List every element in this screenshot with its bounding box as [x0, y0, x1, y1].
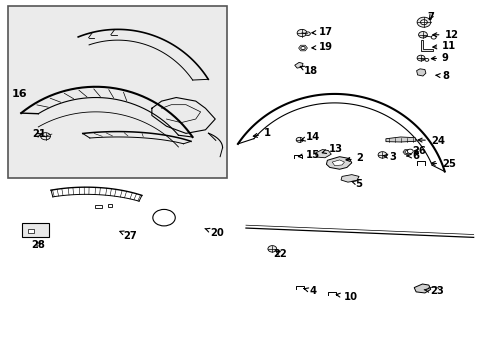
Circle shape — [404, 150, 408, 153]
Text: 12: 12 — [432, 30, 457, 40]
Circle shape — [377, 152, 386, 158]
Text: 18: 18 — [300, 66, 318, 76]
Polygon shape — [413, 284, 430, 293]
Text: 23: 23 — [423, 286, 443, 296]
Text: 11: 11 — [432, 41, 455, 51]
Circle shape — [267, 246, 276, 252]
Text: 8: 8 — [435, 71, 448, 81]
Text: 20: 20 — [204, 228, 224, 238]
Bar — [22, 224, 49, 237]
Circle shape — [420, 20, 427, 25]
Text: 16: 16 — [11, 89, 27, 99]
Text: 10: 10 — [336, 292, 357, 302]
FancyBboxPatch shape — [8, 6, 227, 178]
Polygon shape — [315, 149, 330, 158]
Polygon shape — [416, 69, 425, 76]
Circle shape — [297, 30, 306, 37]
Polygon shape — [420, 40, 432, 51]
Bar — [94, 206, 102, 208]
Polygon shape — [385, 137, 415, 142]
Polygon shape — [326, 157, 351, 169]
Text: 19: 19 — [311, 42, 332, 52]
Bar — [28, 229, 34, 233]
Text: 27: 27 — [120, 231, 137, 240]
Polygon shape — [340, 175, 358, 182]
Text: 4: 4 — [303, 286, 316, 296]
Circle shape — [300, 46, 305, 50]
Circle shape — [424, 58, 428, 61]
Text: 17: 17 — [311, 27, 332, 37]
Circle shape — [305, 32, 310, 36]
Text: 24: 24 — [417, 136, 444, 145]
Text: 5: 5 — [351, 179, 362, 189]
Text: 25: 25 — [430, 159, 455, 169]
Polygon shape — [294, 62, 303, 68]
Text: 7: 7 — [427, 12, 433, 22]
Text: 9: 9 — [430, 53, 448, 63]
Circle shape — [416, 17, 430, 27]
Text: 14: 14 — [301, 132, 319, 142]
Text: 2: 2 — [346, 153, 363, 163]
Text: 1: 1 — [253, 129, 270, 138]
Text: 26: 26 — [412, 146, 426, 156]
Text: 28: 28 — [31, 239, 45, 249]
Bar — [108, 204, 112, 207]
Circle shape — [430, 36, 435, 39]
Circle shape — [296, 137, 303, 142]
Text: 15: 15 — [298, 150, 319, 160]
Polygon shape — [298, 45, 307, 51]
Circle shape — [407, 149, 412, 153]
Circle shape — [418, 32, 427, 38]
Polygon shape — [331, 160, 344, 166]
Circle shape — [416, 55, 424, 61]
Text: 3: 3 — [383, 152, 396, 162]
Text: 13: 13 — [322, 144, 342, 154]
Polygon shape — [402, 149, 410, 154]
Text: 21: 21 — [32, 130, 46, 139]
Text: 22: 22 — [272, 248, 286, 258]
Circle shape — [41, 133, 50, 140]
Text: 6: 6 — [406, 151, 419, 161]
